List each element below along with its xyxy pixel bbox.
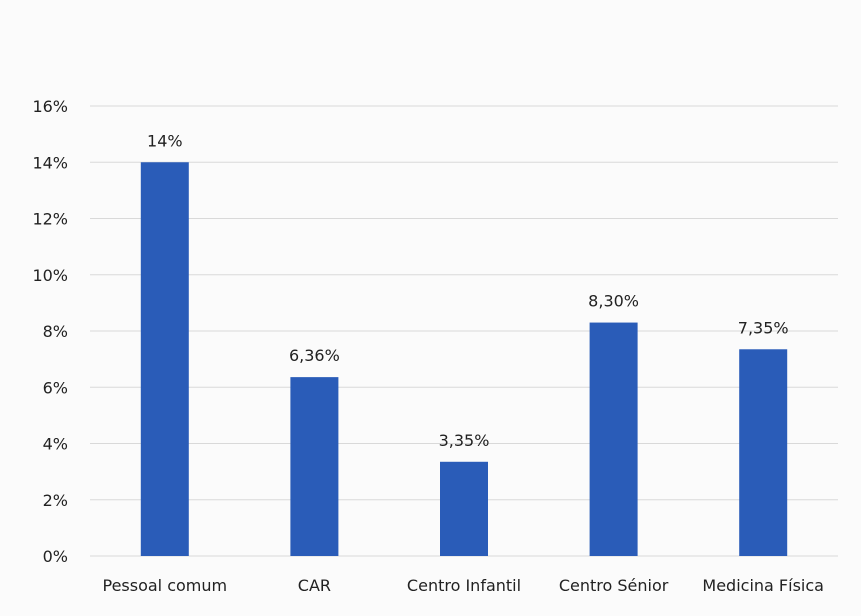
bars bbox=[140, 162, 788, 556]
y-tick-label: 4% bbox=[43, 435, 68, 454]
x-category-label: Centro Infantil bbox=[407, 576, 521, 595]
data-label: 7,35% bbox=[738, 318, 789, 337]
data-label: 3,35% bbox=[439, 431, 490, 450]
y-tick-label: 12% bbox=[32, 210, 68, 229]
y-tick-label: 6% bbox=[43, 378, 68, 397]
bar bbox=[589, 322, 638, 556]
bar bbox=[739, 349, 788, 556]
data-label: 6,36% bbox=[289, 346, 340, 365]
x-category-label: Centro Sénior bbox=[559, 576, 669, 595]
y-tick-label: 10% bbox=[32, 266, 68, 285]
x-axis-categories: Pessoal comum CAR Centro Infantil Centro Sé… bbox=[102, 576, 823, 595]
y-tick-label: 14% bbox=[32, 153, 68, 172]
y-tick-label: 16% bbox=[32, 97, 68, 116]
y-tick-label: 8% bbox=[43, 322, 68, 341]
bar bbox=[140, 162, 189, 556]
data-label: 8,30% bbox=[588, 292, 639, 311]
data-labels: 14% 6,36% 3,35% 8,30% 7,35% bbox=[147, 131, 789, 450]
bar bbox=[290, 377, 339, 556]
y-axis-ticks: 0% 2% 4% 6% 8% 10% 12% 14% 16% bbox=[32, 97, 68, 566]
x-category-label: CAR bbox=[298, 576, 331, 595]
data-label: 14% bbox=[147, 131, 183, 150]
y-tick-label: 0% bbox=[43, 547, 68, 566]
y-tick-label: 2% bbox=[43, 491, 68, 510]
bar bbox=[440, 461, 488, 556]
gridlines bbox=[90, 105, 838, 557]
x-category-label: Medicina Física bbox=[702, 576, 824, 595]
x-category-label: Pessoal comum bbox=[102, 576, 227, 595]
